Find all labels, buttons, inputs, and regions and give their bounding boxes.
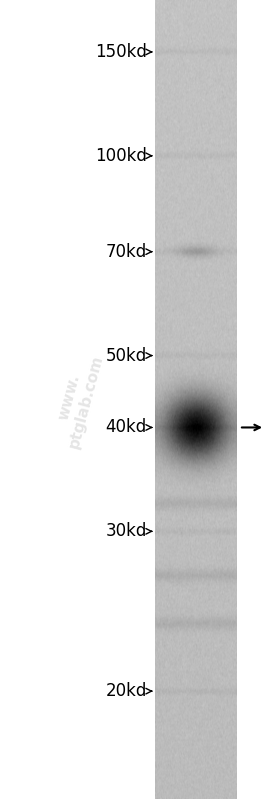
Text: 100kd: 100kd — [95, 147, 147, 165]
Text: www.
ptglab.com: www. ptglab.com — [49, 349, 106, 450]
Text: 70kd: 70kd — [106, 243, 147, 260]
Text: 50kd: 50kd — [106, 347, 147, 364]
Text: 20kd: 20kd — [106, 682, 147, 700]
Text: 40kd: 40kd — [106, 419, 147, 436]
Text: 150kd: 150kd — [95, 43, 147, 61]
Text: 30kd: 30kd — [106, 523, 147, 540]
